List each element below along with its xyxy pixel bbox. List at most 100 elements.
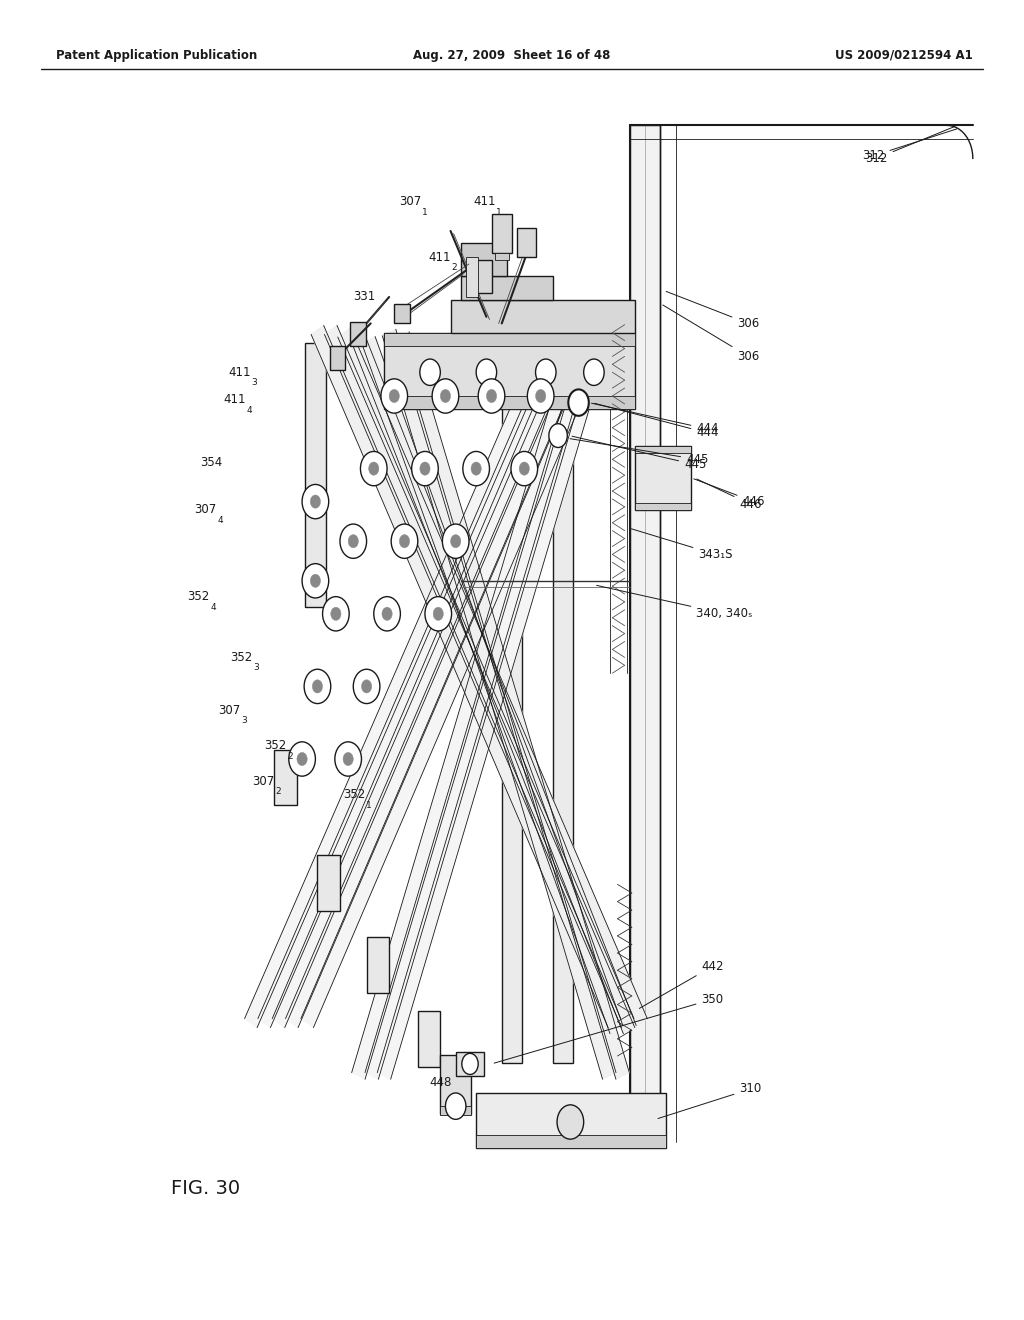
Bar <box>635 446 691 510</box>
Polygon shape <box>272 329 580 1027</box>
Circle shape <box>432 379 459 413</box>
Bar <box>461 276 553 300</box>
Circle shape <box>310 574 321 587</box>
Text: 307: 307 <box>195 503 217 516</box>
Circle shape <box>369 462 379 475</box>
Circle shape <box>451 535 461 548</box>
Text: 448: 448 <box>429 1076 452 1089</box>
Circle shape <box>302 564 329 598</box>
Bar <box>466 257 478 297</box>
Text: 352: 352 <box>264 739 287 752</box>
Polygon shape <box>365 330 599 1078</box>
Polygon shape <box>258 333 567 1027</box>
Bar <box>451 300 635 333</box>
Text: 411: 411 <box>223 393 246 407</box>
Text: 312: 312 <box>865 127 954 165</box>
Text: 411: 411 <box>228 366 251 379</box>
Circle shape <box>486 389 497 403</box>
Text: FIG. 30: FIG. 30 <box>171 1179 241 1197</box>
Circle shape <box>549 424 567 447</box>
Circle shape <box>433 607 443 620</box>
Circle shape <box>463 451 489 486</box>
Circle shape <box>420 462 430 475</box>
Polygon shape <box>362 337 623 1034</box>
Circle shape <box>289 742 315 776</box>
Text: 446: 446 <box>694 479 765 508</box>
Polygon shape <box>382 330 616 1078</box>
Text: 411: 411 <box>428 251 451 264</box>
Text: 354: 354 <box>200 455 222 469</box>
Circle shape <box>536 389 546 403</box>
Circle shape <box>304 487 327 516</box>
Text: 306: 306 <box>663 305 760 363</box>
Polygon shape <box>311 326 621 1027</box>
Text: 331: 331 <box>353 290 376 304</box>
Circle shape <box>462 1053 478 1074</box>
Bar <box>461 243 507 276</box>
Text: 442: 442 <box>639 960 724 1008</box>
Text: 4: 4 <box>211 603 216 611</box>
Circle shape <box>381 379 408 413</box>
Text: 445: 445 <box>570 438 709 466</box>
Bar <box>305 343 326 607</box>
Text: 307: 307 <box>399 195 422 209</box>
Text: 312: 312 <box>862 129 956 162</box>
Bar <box>440 1055 471 1114</box>
Bar <box>384 333 635 346</box>
Text: 352: 352 <box>187 590 210 603</box>
Bar <box>350 322 366 346</box>
Text: 310: 310 <box>658 1082 762 1118</box>
Bar <box>384 333 635 409</box>
Circle shape <box>442 524 469 558</box>
Text: 2: 2 <box>287 752 293 760</box>
Polygon shape <box>395 331 630 1080</box>
Text: 444: 444 <box>592 403 719 436</box>
Circle shape <box>527 379 554 413</box>
Text: 352: 352 <box>343 788 366 801</box>
Circle shape <box>348 535 358 548</box>
Text: 307: 307 <box>218 704 241 717</box>
Bar <box>635 446 691 453</box>
Text: 3: 3 <box>252 379 257 387</box>
Circle shape <box>420 359 440 385</box>
Text: 307: 307 <box>252 775 274 788</box>
Bar <box>471 260 492 293</box>
Circle shape <box>310 495 321 508</box>
Bar <box>440 1106 471 1115</box>
Circle shape <box>511 451 538 486</box>
Bar <box>553 323 573 1063</box>
Polygon shape <box>377 330 611 1078</box>
Circle shape <box>519 462 529 475</box>
Text: 306: 306 <box>667 292 760 330</box>
Circle shape <box>389 389 399 403</box>
Circle shape <box>340 524 367 558</box>
Circle shape <box>412 451 438 486</box>
Polygon shape <box>351 331 586 1080</box>
Text: Patent Application Publication: Patent Application Publication <box>56 49 258 62</box>
Circle shape <box>353 669 380 704</box>
Text: Aug. 27, 2009  Sheet 16 of 48: Aug. 27, 2009 Sheet 16 of 48 <box>414 49 610 62</box>
Bar <box>476 1093 666 1148</box>
Text: 446: 446 <box>696 479 762 511</box>
Circle shape <box>425 597 452 631</box>
Bar <box>456 1052 484 1076</box>
Bar <box>635 503 691 510</box>
Text: 3: 3 <box>254 664 259 672</box>
Text: 4: 4 <box>217 516 223 524</box>
Text: 352: 352 <box>230 651 253 664</box>
Circle shape <box>323 597 349 631</box>
Text: 343₁S: 343₁S <box>632 529 733 561</box>
Circle shape <box>361 680 372 693</box>
Polygon shape <box>338 329 647 1027</box>
Text: 1: 1 <box>497 209 502 216</box>
Bar <box>317 855 340 911</box>
Circle shape <box>536 359 556 385</box>
Text: 2: 2 <box>274 788 281 796</box>
Circle shape <box>391 524 418 558</box>
Bar <box>630 125 660 1142</box>
Bar <box>367 937 389 993</box>
Polygon shape <box>325 326 634 1027</box>
Text: 445: 445 <box>572 436 707 471</box>
Text: 1: 1 <box>367 801 372 809</box>
Circle shape <box>331 607 341 620</box>
